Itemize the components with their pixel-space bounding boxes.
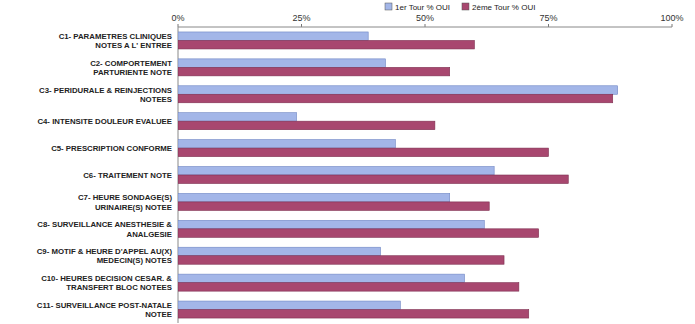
legend-swatch bbox=[462, 3, 469, 10]
legend-swatch bbox=[385, 3, 392, 10]
category-label: C2- COMPORTEMENTPARTURIENTE NOTE bbox=[90, 59, 172, 78]
bar bbox=[178, 148, 549, 157]
category-label: C9- MOTIF & HEURE D'APPEL AU(X)MEDECIN(S… bbox=[37, 247, 173, 265]
tick-label: 50% bbox=[416, 13, 434, 23]
bar bbox=[178, 32, 368, 40]
x-axis-line bbox=[178, 27, 672, 28]
bar bbox=[178, 220, 484, 229]
category-label: C5- PRESCRIPTION CONFORME bbox=[51, 144, 172, 153]
category-label: C8- SURVEILLANCE ANESTHESIE &ANALGESIE bbox=[37, 220, 172, 239]
legend-label: 2ème Tour % OUI bbox=[472, 3, 535, 12]
bar bbox=[178, 167, 494, 176]
category-label: C11- SURVEILLANCE POST-NATALENOTEE bbox=[37, 301, 172, 320]
tick-label: 25% bbox=[292, 13, 310, 23]
bar bbox=[178, 94, 613, 103]
bar bbox=[178, 59, 385, 67]
bar bbox=[178, 229, 539, 238]
bar bbox=[178, 283, 519, 292]
category-label: C10- HEURES DECISION CESAR. &TRANSFERT B… bbox=[41, 274, 172, 293]
bar bbox=[178, 40, 474, 49]
bar bbox=[178, 310, 529, 319]
bar bbox=[178, 86, 618, 95]
category-label: C3- PERIDURALE & REINJECTIONSNOTEES bbox=[39, 86, 172, 105]
legend: 1er Tour % OUI 2ème Tour % OUI bbox=[385, 3, 535, 12]
chart: 0% 25% 50% 75% 100% C1- PARAMETRES CLINIQUESN… bbox=[0, 0, 695, 324]
bar bbox=[178, 175, 568, 184]
tick-label: 75% bbox=[539, 13, 557, 23]
category-label: C6- TRAITEMENT NOTE bbox=[83, 171, 172, 180]
bar bbox=[178, 247, 381, 256]
category-label: C7- HEURE SONDAGE(S)URINAIRE(S) NOTEE bbox=[78, 193, 172, 212]
bars bbox=[178, 32, 618, 318]
legend-label: 1er Tour % OUI bbox=[395, 3, 450, 12]
bar bbox=[178, 67, 450, 76]
bar bbox=[178, 202, 489, 211]
category-label: C4- INTENSITE DOULEUR EVALUEE bbox=[37, 117, 172, 126]
bar bbox=[178, 256, 504, 265]
category-label: C1- PARAMETRES CLINIQUESNOTES A L' ENTRE… bbox=[59, 32, 172, 51]
bar bbox=[178, 193, 450, 202]
bar bbox=[178, 274, 465, 283]
tick-label: 100% bbox=[660, 13, 683, 23]
bar bbox=[178, 113, 297, 122]
bar bbox=[178, 301, 400, 310]
bar bbox=[178, 121, 435, 130]
tick-label: 0% bbox=[171, 13, 184, 23]
bar bbox=[178, 140, 395, 149]
